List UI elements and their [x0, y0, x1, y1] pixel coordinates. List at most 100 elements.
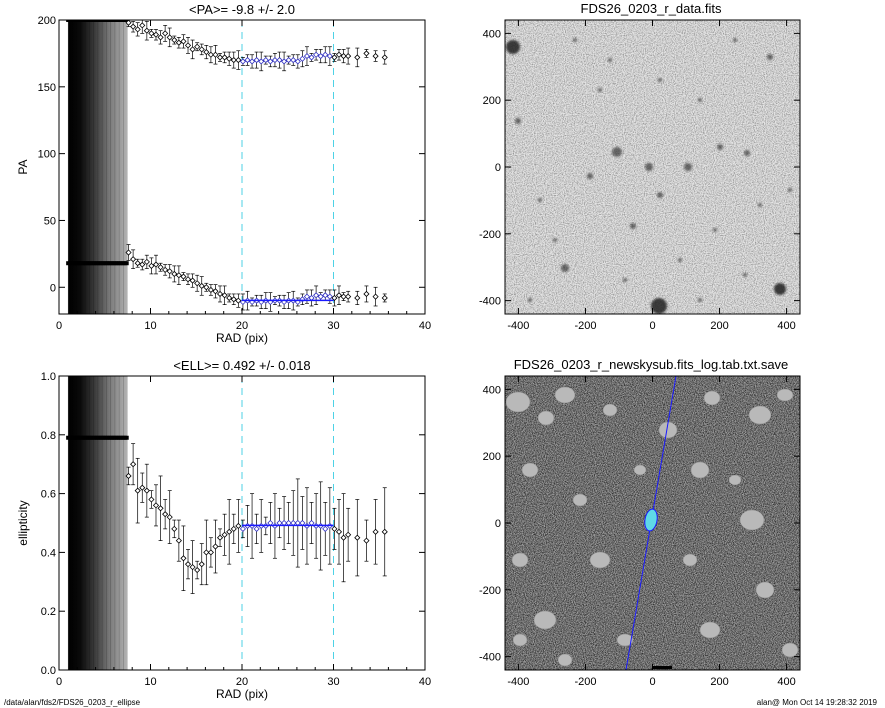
source-blob: [758, 203, 762, 207]
masked-source: [557, 653, 573, 667]
data-image-y-tick-label: -200: [479, 229, 501, 241]
pa-data-point: [230, 57, 237, 64]
ell-data-point: [180, 555, 187, 562]
pa-data-point: [184, 276, 192, 283]
ell-data-point: [226, 528, 233, 535]
skysub-image-x-tick-label: 0: [649, 676, 655, 688]
footer-user-date: alan@ Mon Oct 14 19:28:32 2019: [756, 698, 877, 707]
pa-data-point: [253, 57, 260, 64]
ell-x-tick-label: 20: [236, 676, 248, 688]
masked-source: [572, 493, 588, 507]
ell-data-point: [253, 525, 260, 532]
pa-data-point: [226, 294, 233, 302]
masked-source: [755, 581, 775, 599]
pa-data-point: [194, 43, 201, 50]
pa-data-point: [335, 292, 343, 299]
ell-data-point: [162, 511, 169, 518]
masked-source: [633, 464, 647, 476]
source-blob: [608, 58, 612, 62]
pa-data-point: [354, 294, 361, 302]
skysub-image-y-tick-label: 200: [483, 451, 501, 463]
pa-data-point: [381, 294, 388, 302]
data-image-x-tick-label: 0: [649, 320, 655, 332]
ell-x-label: RAD (pix): [216, 687, 268, 701]
data-image-x-tick-label: -200: [574, 320, 596, 332]
pa-data-point: [134, 260, 141, 267]
masked-source: [748, 405, 772, 425]
pa-data-point: [262, 57, 269, 64]
pa-title: <PA>= -9.8 +/- 2.0: [189, 2, 295, 17]
sky-subtracted-image-panel: FDS26_0203_r_newskysub.fits_log.tab.txt.…: [479, 357, 801, 688]
pa-data-point: [326, 293, 333, 300]
pa-data-point: [152, 261, 160, 268]
ell-y-tick-label: 0.0: [41, 665, 56, 677]
source-blob: [645, 163, 653, 171]
masked-source: [690, 461, 710, 479]
pa-data-point: [221, 54, 228, 61]
ell-data-point: [203, 549, 210, 556]
ell-data-point: [345, 531, 352, 538]
source-blob: [515, 118, 521, 124]
pa-data-point: [171, 36, 178, 44]
pa-data-point: [130, 23, 137, 30]
pa-data-point: [157, 264, 164, 271]
pa-x-label: RAD (pix): [216, 331, 268, 345]
ell-data-point: [239, 525, 246, 532]
pa-data-point: [162, 30, 169, 37]
pa-data-point: [125, 20, 132, 26]
skysub-image-axes: -400 -200 0 200 400 -400 -200 0 200 400: [479, 376, 800, 688]
pa-data-point: [203, 49, 210, 56]
ell-data-point: [235, 522, 242, 530]
ell-data-point: [143, 487, 150, 494]
source-blob: [788, 188, 792, 192]
pa-data-point: [189, 46, 196, 53]
pa-y-tick-label: 200: [38, 15, 56, 27]
data-image-y-tick-label: 400: [483, 28, 501, 40]
pa-data-point: [313, 51, 320, 58]
ell-data-point: [194, 566, 201, 574]
pa-data-point: [157, 34, 164, 41]
pa-x-tick-label: 20: [236, 320, 248, 332]
data-image-x-tick-label: -400: [507, 320, 529, 332]
data-image-x-tick-label: 400: [777, 320, 795, 332]
pa-data-point: [322, 51, 329, 58]
source-blob: [744, 150, 750, 156]
ell-data-point: [372, 528, 379, 535]
ell-data-point: [322, 525, 329, 532]
source-blob: [657, 192, 663, 198]
pa-data-point: [276, 57, 283, 64]
skysub-image-y-tick-label: 0: [495, 518, 501, 530]
pa-data-point: [363, 290, 370, 298]
pa-data-point: [303, 293, 311, 300]
pa-data-point: [299, 55, 306, 62]
masked-source: [739, 509, 765, 531]
pa-data-point: [335, 51, 343, 58]
ell-data-point: [134, 487, 141, 494]
pa-data-point: [212, 51, 219, 58]
ell-plot-area: [66, 376, 388, 670]
pa-data-point: [143, 258, 150, 265]
ell-data-point: [189, 564, 196, 571]
ell-data-point: [198, 561, 205, 568]
skysub-image-x-tick-label: 200: [710, 676, 728, 688]
source-blob: [733, 38, 737, 42]
pa-y-label: PA: [16, 159, 30, 174]
ell-y-tick-label: 1.0: [41, 371, 56, 383]
source-blob: [612, 147, 622, 157]
pa-data-point: [189, 277, 196, 284]
ell-data-point: [166, 514, 173, 521]
pa-profile-chart: 0 10 20 30 40 0 50 100 150 200 <PA>= -9.8 +/- 2.0 R…: [16, 2, 431, 345]
source-blob: [774, 283, 786, 295]
pa-data-point: [212, 288, 219, 295]
pa-data-point: [216, 54, 224, 61]
pa-data-point: [166, 268, 173, 275]
pa-data-point: [340, 293, 347, 300]
pa-data-point: [125, 249, 132, 256]
pa-data-point: [235, 297, 242, 304]
pa-data-point: [139, 261, 146, 268]
masked-source: [682, 553, 698, 567]
pa-data-point: [239, 58, 246, 65]
pa-data-point: [180, 38, 187, 45]
pa-data-point: [180, 273, 187, 280]
